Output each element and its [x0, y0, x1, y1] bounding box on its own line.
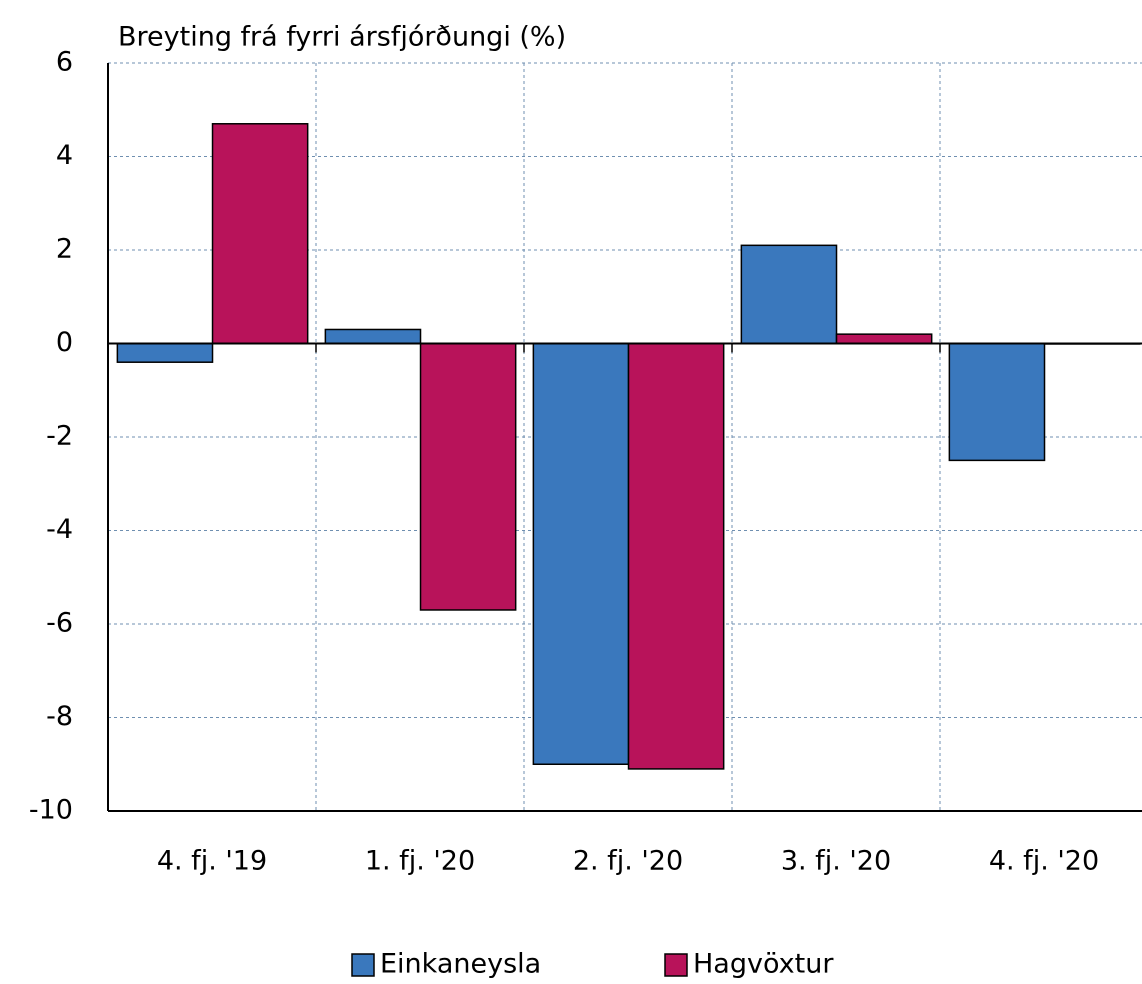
x-tick-label: 3. fj. '20	[781, 846, 891, 877]
bar	[627, 342, 725, 770]
legend-swatch	[664, 953, 688, 977]
y-tick-label: 4	[56, 140, 73, 171]
y-tick-label: -8	[46, 701, 73, 732]
bar	[835, 333, 933, 345]
bar	[324, 328, 422, 345]
bar	[211, 123, 309, 345]
bar	[740, 244, 838, 345]
x-tick-label: 1. fj. '20	[365, 846, 475, 877]
y-tick-label: -4	[46, 514, 73, 545]
legend-label: Einkaneysla	[380, 949, 541, 980]
bar	[419, 342, 517, 611]
y-tick-label: 6	[56, 47, 73, 78]
bar	[532, 342, 630, 765]
bar	[948, 342, 1046, 462]
x-tick-label: 4. fj. '19	[157, 846, 267, 877]
y-tick-label: -10	[29, 795, 73, 826]
y-tick-label: -2	[46, 421, 73, 452]
y-tick-label: 2	[56, 234, 73, 265]
legend-label: Hagvöxtur	[693, 949, 834, 980]
y-tick-label: 0	[56, 327, 73, 358]
bar	[116, 342, 214, 363]
chart-title: Breyting frá fyrri ársfjórðungi (%)	[118, 22, 566, 53]
x-tick-label: 2. fj. '20	[573, 846, 683, 877]
legend-swatch	[351, 953, 375, 977]
x-tick-label: 4. fj. '20	[989, 846, 1099, 877]
y-tick-label: -6	[46, 608, 73, 639]
